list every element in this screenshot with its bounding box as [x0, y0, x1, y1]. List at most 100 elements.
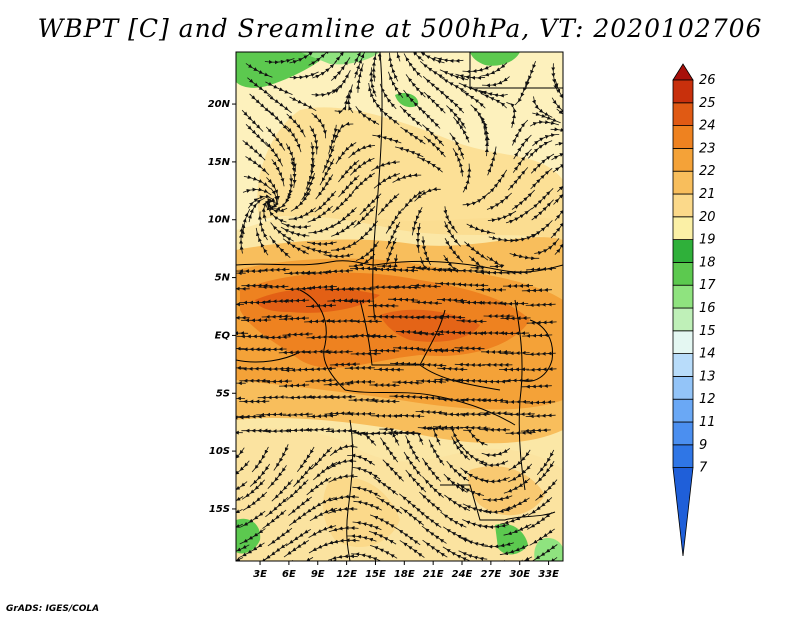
colorbar-label: 23	[699, 141, 716, 156]
streamline	[371, 413, 402, 419]
streamline	[556, 108, 563, 124]
streamline	[456, 318, 487, 324]
streamline	[345, 411, 376, 417]
streamline	[521, 287, 552, 293]
streamline	[462, 503, 492, 514]
streamline	[247, 77, 272, 97]
streamline	[255, 227, 269, 256]
streamline	[529, 528, 555, 546]
streamline	[311, 447, 333, 470]
streamline	[356, 220, 379, 243]
streamline	[281, 222, 311, 230]
streamline	[269, 235, 291, 258]
lon-label: 15E	[365, 569, 386, 580]
streamline	[327, 458, 357, 470]
streamline	[348, 253, 376, 268]
streamline	[554, 200, 563, 221]
lat-label: 10N	[208, 215, 231, 226]
streamline	[304, 318, 335, 324]
streamline	[512, 148, 532, 173]
streamline	[552, 158, 563, 173]
streamline	[266, 201, 287, 223]
streamline	[305, 366, 336, 372]
streamline	[438, 397, 469, 403]
streamline	[460, 467, 488, 483]
streamline	[306, 334, 337, 340]
streamline	[256, 347, 287, 352]
streamline	[236, 346, 245, 351]
streamline	[550, 217, 563, 239]
streamline	[236, 430, 243, 435]
streamline	[351, 552, 381, 561]
streamline	[432, 268, 463, 273]
streamline	[554, 232, 563, 255]
streamline	[347, 534, 377, 542]
streamline	[453, 116, 470, 143]
streamline	[403, 53, 423, 78]
streamline	[527, 220, 553, 238]
streamline	[421, 236, 431, 266]
streamline	[236, 523, 243, 534]
streamline	[421, 525, 447, 544]
streamline	[377, 254, 399, 269]
colorbar-segment	[672, 284, 694, 309]
streamline	[236, 447, 245, 466]
streamline	[332, 191, 355, 214]
colorbar-segment	[672, 375, 694, 400]
streamline	[239, 528, 266, 545]
lon-label: 21E	[423, 569, 444, 580]
streamline	[394, 413, 425, 419]
lon-label: 18E	[394, 569, 415, 580]
streamline	[377, 52, 386, 61]
streamline	[503, 478, 531, 494]
lat-label: 5N	[215, 273, 231, 284]
streamline	[271, 159, 285, 187]
streamline	[500, 316, 531, 321]
streamline	[483, 126, 490, 157]
streamline	[351, 430, 377, 446]
colorbar-low-arrow	[672, 467, 694, 557]
streamline	[534, 460, 555, 485]
streamline	[355, 63, 364, 93]
streamline	[245, 156, 270, 176]
streamline	[509, 252, 540, 261]
streamline	[352, 486, 381, 497]
streamline	[323, 253, 354, 259]
streamline	[288, 507, 314, 526]
streamline	[270, 222, 294, 242]
streamline	[480, 93, 507, 109]
streamline	[243, 175, 271, 190]
streamline	[481, 448, 511, 458]
streamline	[440, 511, 467, 528]
streamline	[392, 380, 423, 385]
streamline	[521, 383, 552, 389]
streamline	[423, 91, 446, 114]
streamline	[400, 126, 426, 145]
streamline	[486, 256, 505, 269]
streamline	[241, 479, 265, 500]
streamline	[308, 223, 337, 235]
colorbar-label: 12	[699, 392, 716, 407]
streamline	[236, 286, 250, 291]
streamline	[455, 73, 486, 80]
streamline	[325, 394, 356, 400]
streamline	[422, 476, 444, 498]
streamline	[395, 527, 421, 546]
streamline	[242, 491, 268, 511]
streamline	[399, 506, 425, 526]
streamline	[328, 554, 358, 561]
colorbar-label: 20	[699, 210, 716, 225]
streamline	[531, 199, 554, 221]
streamline	[311, 112, 327, 139]
streamline	[301, 270, 332, 276]
streamline	[376, 104, 400, 126]
streamline	[419, 491, 443, 512]
streamline	[499, 331, 530, 336]
colorbar-high-arrow	[672, 63, 694, 81]
streamline	[328, 525, 359, 533]
streamline	[246, 557, 269, 561]
streamline	[236, 481, 248, 496]
streamline	[440, 76, 467, 93]
streamline	[331, 220, 357, 237]
colorbar-label: 7	[699, 461, 708, 476]
